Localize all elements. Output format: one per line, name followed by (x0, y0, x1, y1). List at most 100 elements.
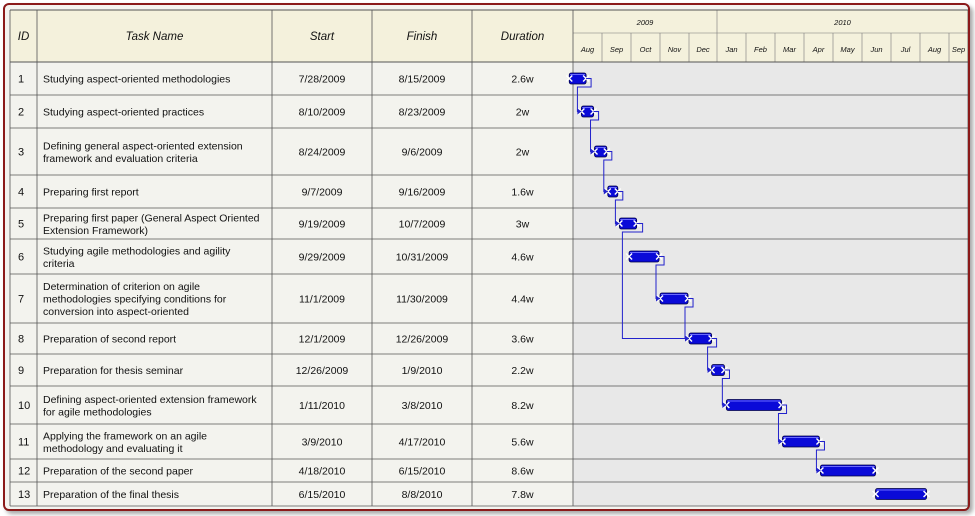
task-bar-handle (872, 490, 880, 498)
task-name-cell: Preparation of the final thesis (43, 489, 179, 501)
task-finish-cell: 8/8/2010 (402, 489, 443, 501)
timescale-background (573, 10, 968, 62)
task-start-cell: 12/26/2009 (296, 365, 349, 377)
task-name-column-header: Task Name (126, 31, 184, 43)
task-id-cell: 10 (18, 400, 30, 412)
task-duration-cell: 1.6w (511, 187, 534, 199)
task-bar-handle (565, 75, 573, 82)
task-finish-cell: 10/7/2009 (399, 219, 446, 231)
dependency-arrowhead (577, 108, 582, 115)
task-name-cell: Preparing first report (43, 187, 139, 199)
task-name-cell: Preparation for thesis seminar (43, 365, 184, 377)
task-finish-cell: 10/31/2009 (396, 252, 449, 264)
task-id-cell: 7 (18, 294, 24, 306)
gantt-chart-frame: ID Task Name Start Finish Duration 2009 2010 Au… (3, 3, 970, 511)
task-name-cell: Studying aspect-oriented methodologies (43, 74, 230, 86)
month-label: Sep (610, 45, 623, 54)
header-background (10, 10, 573, 62)
month-label: Mar (783, 45, 796, 54)
task-bar-handle (708, 366, 716, 374)
task-start-cell: 3/9/2010 (302, 437, 343, 449)
dependency-arrowhead (590, 148, 595, 155)
task-finish-cell: 8/23/2009 (399, 107, 446, 119)
task-bar-handle (603, 148, 611, 155)
task-finish-cell: 12/26/2009 (396, 334, 449, 346)
task-bar-handle (923, 490, 931, 498)
task-start-cell: 9/19/2009 (299, 219, 346, 231)
task-duration-cell: 5.6w (511, 437, 534, 449)
task-name-cell: methodologies specifying conditions for (43, 294, 227, 306)
id-column-header: ID (18, 31, 30, 43)
task-start-cell: 7/28/2009 (299, 74, 346, 86)
task-start-cell: 8/10/2009 (299, 107, 346, 119)
task-duration-cell: 2.2w (511, 365, 534, 377)
month-label: Dec (696, 45, 710, 54)
dependency-arrowhead (615, 220, 620, 227)
timeline-background (573, 62, 968, 506)
task-duration-cell: 2w (516, 147, 530, 159)
task-duration-cell: 4.6w (511, 252, 534, 264)
dependency-arrowhead (603, 188, 608, 195)
month-label: Sep (952, 45, 965, 54)
task-finish-cell: 11/30/2009 (396, 294, 448, 306)
task-id-cell: 1 (18, 74, 24, 86)
task-id-cell: 3 (18, 147, 24, 159)
task-duration-cell: 3.6w (511, 334, 534, 346)
task-bar-handle (778, 438, 786, 445)
task-id-cell: 9 (18, 365, 24, 377)
dependency-arrowhead (722, 402, 727, 408)
table-background (10, 62, 573, 506)
task-id-cell: 4 (18, 187, 24, 199)
task-bar-handle (872, 467, 880, 474)
task-duration-cell: 8.6w (511, 466, 534, 478)
task-name-cell: Applying the framework on an agile (43, 430, 207, 442)
task-start-cell: 9/29/2009 (299, 252, 346, 264)
month-label: Oct (640, 45, 653, 54)
task-id-cell: 11 (18, 437, 29, 449)
task-name-cell: Studying aspect-oriented practices (43, 107, 204, 119)
month-label: Jul (900, 45, 911, 54)
task-finish-cell: 3/8/2010 (402, 400, 443, 412)
month-label: Nov (668, 45, 683, 54)
task-name-cell: for agile methodologies (43, 406, 152, 418)
month-label: May (840, 45, 855, 54)
dependency-arrowhead (685, 335, 689, 342)
task-id-cell: 13 (18, 489, 30, 501)
task-duration-cell: 3w (516, 219, 530, 231)
task-finish-cell: 9/16/2009 (399, 187, 446, 199)
task-finish-cell: 9/6/2009 (402, 147, 443, 159)
task-finish-cell: 1/9/2010 (402, 365, 443, 377)
dependency-arrowhead (816, 467, 821, 474)
task-name-cell: methodology and evaluating it (43, 443, 183, 455)
task-start-cell: 9/7/2009 (302, 187, 343, 199)
finish-column-header: Finish (407, 31, 438, 43)
task-duration-cell: 8.2w (511, 400, 534, 412)
dependency-arrowhead (656, 295, 660, 302)
task-start-cell: 12/1/2009 (299, 334, 346, 346)
task-duration-cell: 2w (516, 107, 530, 119)
task-id-cell: 5 (18, 219, 24, 231)
task-bar-handle (684, 295, 692, 302)
task-start-cell: 4/18/2010 (299, 466, 346, 478)
task-name-cell: framework and evaluation criteria (43, 153, 198, 165)
year-label: 2009 (636, 18, 655, 27)
task-duration-cell: 7.8w (511, 489, 534, 501)
task-name-cell: Preparation of second report (43, 334, 176, 346)
task-start-cell: 6/15/2010 (299, 489, 346, 501)
task-id-cell: 12 (18, 466, 30, 478)
task-duration-cell: 4.4w (511, 294, 534, 306)
task-id-cell: 2 (18, 107, 24, 119)
gantt-chart: ID Task Name Start Finish Duration 2009 2010 Au… (9, 9, 968, 507)
task-bar-handle (778, 401, 786, 409)
month-label: Feb (754, 45, 767, 54)
task-name-cell: Defining aspect-oriented extension frame… (43, 394, 257, 406)
task-name-cell: Studying agile methodologies and agility (43, 245, 231, 257)
task-finish-cell: 8/15/2009 (399, 74, 446, 86)
task-name-cell: Preparing first paper (General Aspect Or… (43, 212, 260, 224)
task-name-cell: Defining general aspect-oriented extensi… (43, 140, 243, 152)
task-name-cell: conversion into aspect-oriented (43, 306, 189, 318)
start-column-header: Start (310, 31, 335, 43)
task-finish-cell: 6/15/2010 (399, 466, 446, 478)
task-id-cell: 8 (18, 334, 24, 346)
task-start-cell: 8/24/2009 (299, 147, 346, 159)
